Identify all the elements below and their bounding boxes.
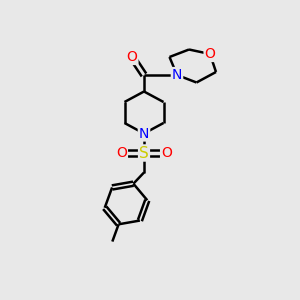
Text: O: O xyxy=(127,50,137,64)
Text: N: N xyxy=(172,68,182,82)
Text: O: O xyxy=(205,47,215,61)
Text: S: S xyxy=(139,146,149,160)
Text: O: O xyxy=(116,146,127,160)
Text: O: O xyxy=(161,146,172,160)
Text: N: N xyxy=(139,127,149,140)
